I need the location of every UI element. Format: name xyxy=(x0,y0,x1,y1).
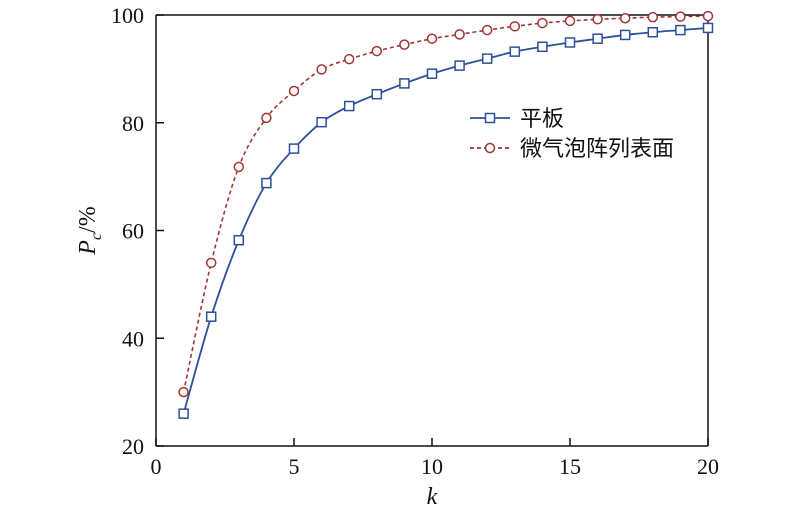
data-point-square xyxy=(481,53,493,64)
plot-frame xyxy=(155,14,709,447)
data-point-circle xyxy=(537,17,548,29)
y-axis-title-suffix: /% xyxy=(75,206,101,233)
data-point-square xyxy=(178,408,189,419)
y-axis-title-main: P xyxy=(75,240,101,256)
legend-item-2: 微气泡阵列表面 xyxy=(470,137,674,162)
data-point-circle xyxy=(343,53,355,65)
data-point-square xyxy=(509,46,521,57)
data-point-circle xyxy=(288,85,300,97)
series-2-line xyxy=(182,15,709,393)
data-point-square xyxy=(399,78,410,89)
data-point-square xyxy=(537,41,548,53)
data-point-square xyxy=(675,24,686,36)
series-1-line xyxy=(182,27,709,414)
legend-label: 平板 xyxy=(520,107,564,132)
legend-label: 微气泡阵列表面 xyxy=(520,137,674,162)
data-point-circle xyxy=(178,386,189,398)
x-tick-label: 5 xyxy=(289,454,300,479)
data-point-circle xyxy=(454,29,465,40)
y-axis-title-sub: c xyxy=(88,233,105,240)
data-point-circle xyxy=(371,45,383,57)
data-point-square xyxy=(316,116,327,128)
data-point-circle xyxy=(647,11,659,23)
legend-item-1: 平板 xyxy=(470,107,564,132)
data-point-square xyxy=(647,26,659,38)
data-point-square xyxy=(454,60,465,71)
data-point-square xyxy=(592,33,603,44)
data-point-circle xyxy=(592,14,603,25)
data-point-circle xyxy=(426,33,438,44)
series-1 xyxy=(178,22,714,419)
x-ticks: 0 5 10 15 20 xyxy=(151,438,719,479)
data-point-circle xyxy=(619,12,631,24)
series-layer xyxy=(178,10,714,419)
y-tick-label: 40 xyxy=(122,326,144,351)
y-tick-label: 80 xyxy=(122,111,144,136)
data-point-circle xyxy=(316,64,327,75)
data-point-square xyxy=(205,311,217,322)
y-tick-label: 60 xyxy=(122,219,144,244)
data-point-circle xyxy=(564,15,576,27)
y-axis-title: Pc/% xyxy=(75,206,105,255)
data-point-circle xyxy=(233,161,245,173)
x-axis-title: k xyxy=(427,484,438,510)
data-point-square xyxy=(288,143,300,154)
data-point-circle xyxy=(399,39,410,50)
data-point-square xyxy=(371,88,383,100)
data-point-circle xyxy=(675,11,686,22)
y-tick-label: 20 xyxy=(122,434,144,459)
x-tick-label: 20 xyxy=(697,454,719,479)
x-tick-label: 10 xyxy=(421,454,443,479)
data-point-circle xyxy=(481,24,493,36)
legend-marker xyxy=(484,112,496,124)
x-tick-label: 15 xyxy=(559,454,581,479)
y-tick-label: 100 xyxy=(111,3,144,28)
data-point-circle xyxy=(205,257,217,269)
data-point-square xyxy=(564,37,576,48)
data-point-square xyxy=(233,234,245,246)
data-point-circle xyxy=(702,10,714,22)
data-point-square xyxy=(619,29,631,41)
data-point-circle xyxy=(261,112,272,124)
series-2 xyxy=(178,10,714,398)
x-tick-label: 0 xyxy=(151,454,162,479)
y-ticks: 20 40 60 80 100 xyxy=(111,3,164,459)
data-point-square xyxy=(702,22,714,34)
data-point-square xyxy=(426,68,438,79)
data-point-circle xyxy=(509,21,521,32)
legend-marker xyxy=(484,142,496,154)
data-point-square xyxy=(343,100,355,112)
data-point-square xyxy=(261,177,272,189)
